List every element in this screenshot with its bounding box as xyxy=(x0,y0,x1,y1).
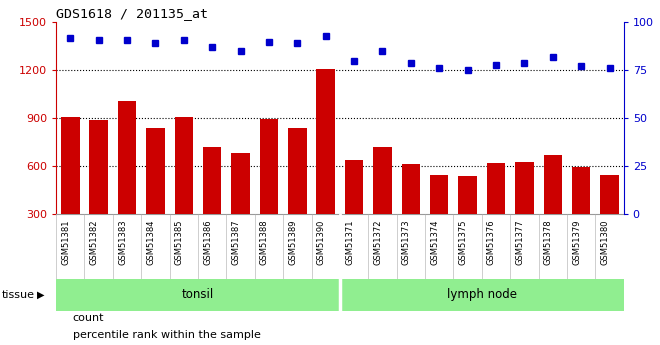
Bar xyxy=(90,120,108,262)
Bar xyxy=(118,101,136,262)
Bar xyxy=(515,162,533,262)
Bar xyxy=(288,128,306,262)
Bar xyxy=(340,279,624,311)
Bar xyxy=(147,128,164,262)
Text: GSM51388: GSM51388 xyxy=(260,219,269,265)
Bar xyxy=(572,167,590,262)
Bar xyxy=(56,279,340,311)
Bar xyxy=(601,175,618,262)
Text: GSM51389: GSM51389 xyxy=(288,219,297,265)
Bar xyxy=(232,153,249,262)
Text: GSM51373: GSM51373 xyxy=(402,219,411,265)
Bar xyxy=(203,147,221,262)
Bar xyxy=(544,155,562,262)
Text: lymph node: lymph node xyxy=(447,288,517,302)
Text: GSM51381: GSM51381 xyxy=(61,219,70,265)
Bar xyxy=(260,119,278,262)
Text: GSM51390: GSM51390 xyxy=(317,219,325,265)
Text: GDS1618 / 201135_at: GDS1618 / 201135_at xyxy=(56,7,208,20)
Bar xyxy=(61,117,79,262)
Text: GSM51387: GSM51387 xyxy=(232,219,240,265)
Text: GSM51384: GSM51384 xyxy=(147,219,155,265)
Bar xyxy=(374,147,391,262)
Text: GSM51386: GSM51386 xyxy=(203,219,212,265)
Bar xyxy=(430,175,448,262)
Text: GSM51383: GSM51383 xyxy=(118,219,127,265)
Bar xyxy=(345,160,363,262)
Text: GSM51371: GSM51371 xyxy=(345,219,354,265)
Bar xyxy=(459,176,477,262)
Text: GSM51382: GSM51382 xyxy=(90,219,99,265)
Text: GSM51378: GSM51378 xyxy=(544,219,552,265)
Bar xyxy=(317,69,335,262)
Text: ▶: ▶ xyxy=(37,290,44,300)
Bar xyxy=(402,164,420,262)
Bar xyxy=(175,117,193,262)
Text: count: count xyxy=(73,313,104,323)
Text: tissue: tissue xyxy=(1,290,34,300)
Text: tonsil: tonsil xyxy=(182,288,214,302)
Text: GSM51380: GSM51380 xyxy=(601,219,609,265)
Bar xyxy=(487,163,505,262)
Text: GSM51374: GSM51374 xyxy=(430,219,439,265)
Text: GSM51377: GSM51377 xyxy=(515,219,524,265)
Text: GSM51376: GSM51376 xyxy=(487,219,496,265)
Text: percentile rank within the sample: percentile rank within the sample xyxy=(73,331,261,340)
Text: GSM51375: GSM51375 xyxy=(459,219,467,265)
Text: GSM51385: GSM51385 xyxy=(175,219,183,265)
Text: GSM51372: GSM51372 xyxy=(374,219,382,265)
Text: GSM51379: GSM51379 xyxy=(572,219,581,265)
